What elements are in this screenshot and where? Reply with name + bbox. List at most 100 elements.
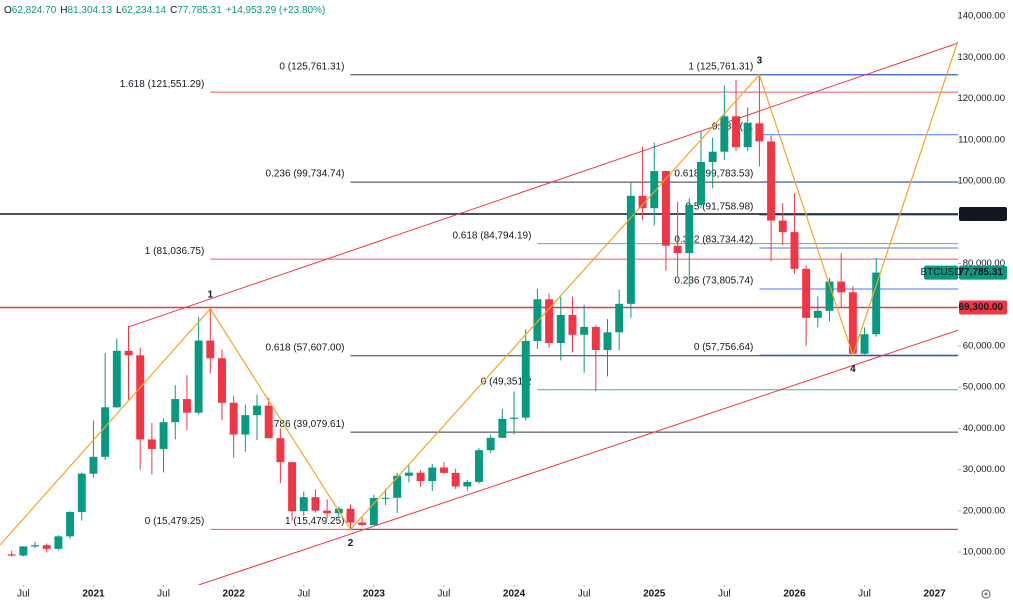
- y-tick-label: 60,000.00: [963, 340, 1005, 351]
- y-tick-label: 140,000.00: [957, 11, 1005, 22]
- candle-body: [521, 340, 530, 418]
- symbol-tag-label: BTCUSD: [920, 267, 961, 278]
- fib-level-label: 0.236 (73,805.74): [674, 276, 753, 287]
- price-tag: [959, 265, 1007, 280]
- legend-value: 62,824.70: [12, 5, 57, 16]
- candle-body: [77, 473, 86, 513]
- price-tag: [959, 206, 1007, 221]
- candle-body: [404, 472, 413, 476]
- legend-value: 81,304.13: [68, 5, 113, 16]
- x-tick-label: 2025: [643, 589, 666, 600]
- candle-body: [498, 418, 507, 438]
- fib-level-label: 0 (57,756.64): [694, 342, 754, 353]
- legend-key: C: [170, 5, 177, 16]
- candle-body: [825, 281, 834, 311]
- candle-body: [54, 536, 63, 549]
- candle-body: [89, 456, 98, 474]
- candle-body: [510, 417, 519, 419]
- legend-key: H: [60, 5, 67, 16]
- candle-body: [697, 162, 705, 205]
- x-tick-label: Jul: [858, 589, 871, 600]
- candle-body: [288, 462, 297, 512]
- candle-body: [206, 340, 215, 359]
- candle-body: [31, 545, 40, 547]
- y-tick-label: 30,000.00: [963, 464, 1005, 475]
- x-tick-label: Jul: [578, 589, 591, 600]
- fib-level-label: 1 (125,761.31): [688, 61, 753, 72]
- settings-icon[interactable]: [981, 589, 991, 599]
- candle-body: [66, 512, 75, 537]
- fib-level-label: 1 (81,036.75): [145, 246, 205, 257]
- candle-body: [743, 123, 752, 148]
- candle-body: [439, 467, 448, 473]
- fib-level-label: 0.236 (99,734.74): [266, 169, 345, 180]
- candle-body: [463, 481, 472, 487]
- fib-level-label: 1.618 (121,551.29): [120, 79, 205, 90]
- x-tick-label: 2023: [363, 589, 386, 600]
- x-tick-label: Jul: [438, 589, 451, 600]
- y-tick-label: 110,000.00: [958, 134, 1005, 145]
- x-tick-label: Jul: [17, 589, 30, 600]
- candle-body: [393, 475, 402, 498]
- candle-body: [580, 326, 589, 335]
- x-tick-label: 2027: [924, 589, 947, 600]
- channel-line: [198, 329, 958, 585]
- candle-body: [416, 472, 425, 482]
- candle-body: [112, 350, 121, 408]
- candle-body: [194, 340, 203, 413]
- candle-body: [346, 508, 355, 523]
- y-tick-label: 120,000.00: [957, 93, 1005, 104]
- y-tick-label: 100,000.00: [957, 175, 1005, 186]
- candle-body: [136, 355, 145, 440]
- candle-body: [661, 171, 670, 246]
- candle-body: [369, 498, 378, 526]
- candle-body: [147, 439, 156, 449]
- symbol-tag: [924, 265, 958, 280]
- candle-body: [358, 522, 367, 526]
- wave-label: 1: [208, 289, 214, 300]
- legend-key: O: [4, 5, 12, 16]
- candle-body: [860, 334, 869, 354]
- candle-body: [755, 123, 764, 142]
- candle-body: [171, 399, 180, 423]
- y-tick-label: 20,000.00: [963, 505, 1005, 516]
- candle-body: [732, 116, 740, 148]
- fib-level-label: 0 (15,479.25): [145, 516, 205, 527]
- legend-key: L: [116, 5, 122, 16]
- candle-body: [475, 450, 483, 482]
- candle-body: [276, 438, 285, 463]
- x-tick-label: 2026: [783, 589, 806, 600]
- fib-level-label: 0.382 (83,734.42): [674, 235, 753, 246]
- candle-body: [615, 303, 624, 333]
- candle-body: [42, 545, 51, 549]
- x-tick-label: Jul: [297, 589, 310, 600]
- candle-body: [872, 272, 881, 335]
- candle-body: [591, 326, 600, 351]
- candle-body: [720, 116, 729, 152]
- candle-body: [264, 405, 273, 439]
- candle-body: [533, 299, 542, 341]
- fib-level-label: 0.618 (84,794.19): [452, 230, 531, 241]
- candle-body: [603, 332, 612, 351]
- candle-body: [767, 141, 776, 221]
- price-tag-label: 69,300.00: [959, 302, 1004, 313]
- candle-body: [556, 314, 565, 344]
- plot-area: 0 (125,761.31) 0.236 (99,734.74) 0.618 (57…: [0, 40, 958, 585]
- candle-body: [7, 554, 16, 556]
- legend-change: +14,953.29 (+23.80%): [226, 5, 326, 16]
- candle-body: [708, 151, 717, 163]
- x-tick-label: 2021: [82, 589, 105, 600]
- candle-body: [381, 497, 390, 499]
- fib-level-label: 0.618 (99,783.53): [674, 169, 753, 180]
- candle-body: [428, 467, 437, 482]
- candle-body: [229, 402, 238, 435]
- fib-level-label: 0 (125,761.31): [279, 61, 344, 72]
- fib-level-label: 0.5 (91,758.98): [686, 202, 754, 213]
- candle-body: [124, 350, 133, 356]
- candle-body: [311, 497, 320, 511]
- x-tick-label: 2024: [503, 589, 526, 600]
- candle-body: [802, 268, 811, 318]
- candle-body: [626, 195, 635, 304]
- candle-body: [638, 195, 647, 209]
